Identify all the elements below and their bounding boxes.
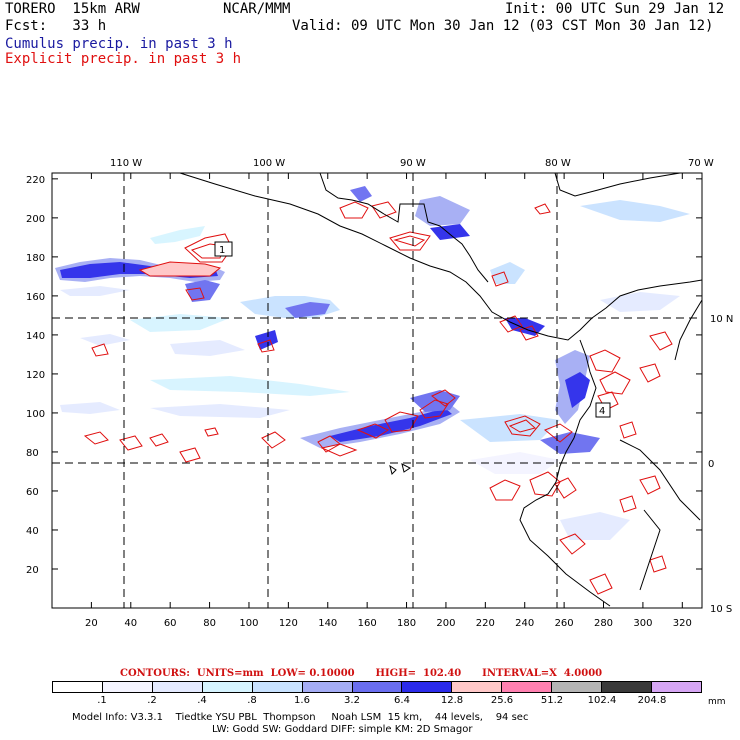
lon-label: 90 W [400, 158, 426, 169]
y-tick-label: 40 [26, 526, 39, 537]
tick-marks [52, 173, 702, 608]
lon-label: 110 W [110, 158, 142, 169]
color-legend-labels: .1 .2 .4 .8 1.6 3.2 6.4 12.8 25.6 51.2 102.4 204.8 [52, 695, 702, 707]
legend-swatch [502, 682, 553, 692]
precip-map: 1 4 110 W 100 W 90 W 80 W 70 W 10 N 0 10… [26, 158, 733, 629]
legend-label: .8 [247, 695, 257, 706]
lat-label: 10 S [710, 604, 732, 615]
legend-label: 51.2 [540, 695, 564, 706]
x-tick-label: 280 [594, 618, 613, 629]
marker-1: 1 [219, 245, 225, 256]
legend-label: 25.6 [490, 695, 514, 706]
graticule [52, 173, 702, 608]
y-tick-label: 120 [26, 370, 45, 381]
legend-swatch [652, 682, 701, 692]
legend-label: .4 [197, 695, 207, 706]
x-tick-label: 320 [673, 618, 692, 629]
x-tick-label: 120 [279, 618, 298, 629]
x-tick-label: 300 [633, 618, 652, 629]
legend-swatch [402, 682, 453, 692]
x-tick-label: 100 [239, 618, 258, 629]
cumulus-legend-label: Cumulus precip. in past 3 h [5, 36, 233, 52]
forecast-hour: Fcst: 33 h [5, 18, 107, 34]
marker-box-4 [595, 402, 611, 418]
lat-label: 0 [708, 459, 714, 470]
top-lon-labels: 110 W 100 W 90 W 80 W 70 W [110, 158, 714, 169]
right-lat-labels: 10 N 0 10 S [708, 314, 733, 615]
y-tick-label: 160 [26, 292, 45, 303]
legend-swatch [252, 682, 303, 692]
marker-4: 4 [599, 406, 605, 417]
legend-swatch [202, 682, 253, 692]
org-label: NCAR/MMM [223, 1, 291, 17]
y-tick-label: 60 [26, 487, 39, 498]
init-time: Init: 00 UTC Sun 29 Jan 12 [505, 1, 725, 17]
x-tick-label: 60 [164, 618, 177, 629]
x-tick-label: 260 [555, 618, 574, 629]
lat-label: 10 N [710, 314, 733, 325]
legend-swatch [552, 682, 603, 692]
valid-time: Valid: 09 UTC Mon 30 Jan 12 (03 CST Mon … [292, 18, 714, 34]
left-tick-labels: 220 200 180 160 140 120 100 80 60 40 20 [26, 175, 45, 576]
legend-label: .2 [147, 695, 157, 706]
legend-label: 12.8 [440, 695, 464, 706]
x-tick-label: 140 [318, 618, 337, 629]
lon-label: 100 W [253, 158, 285, 169]
x-tick-label: 40 [124, 618, 137, 629]
x-tick-label: 200 [436, 618, 455, 629]
y-tick-label: 200 [26, 214, 45, 225]
lon-label: 80 W [545, 158, 571, 169]
x-tick-label: 180 [397, 618, 416, 629]
legend-swatch [152, 682, 203, 692]
x-tick-label: 240 [515, 618, 534, 629]
legend-swatch [53, 682, 103, 692]
legend-label: 1.6 [294, 695, 310, 706]
y-tick-label: 80 [26, 448, 39, 459]
color-legend-bar [52, 681, 702, 693]
legend-swatch [602, 682, 653, 692]
lon-label: 70 W [688, 158, 714, 169]
model-title: TORERO 15km ARW [5, 1, 140, 17]
contours-info: CONTOURS: UNITS=mm LOW= 0.10000 HIGH= 10… [120, 668, 603, 679]
legend-label: 3.2 [344, 695, 360, 706]
legend-unit: mm [708, 697, 726, 707]
x-tick-label: 20 [85, 618, 98, 629]
x-tick-label: 160 [358, 618, 377, 629]
y-tick-label: 20 [26, 565, 39, 576]
axis-labels: 110 W 100 W 90 W 80 W 70 W 10 N 0 10 S 2… [26, 158, 733, 629]
station-markers: 1 4 [214, 241, 611, 418]
y-tick-label: 180 [26, 253, 45, 264]
legend-label: 204.8 [637, 695, 667, 706]
explicit-precip-contours [83, 201, 673, 595]
physics-info-line: LW: Godd SW: Goddard DIFF: simple KM: 2D… [212, 724, 473, 735]
legend-swatch [102, 682, 153, 692]
bottom-tick-labels: 20 40 60 80 100 120 140 160 180 200 220 240 260 280 30… [85, 618, 692, 629]
legend-label: .1 [97, 695, 107, 706]
x-tick-label: 80 [203, 618, 216, 629]
legend-label: 102.4 [587, 695, 617, 706]
coastlines [179, 172, 703, 607]
y-tick-label: 100 [26, 409, 45, 420]
x-tick-label: 220 [476, 618, 495, 629]
y-tick-label: 140 [26, 331, 45, 342]
legend-swatch [302, 682, 353, 692]
explicit-legend-label: Explicit precip. in past 3 h [5, 51, 242, 67]
y-tick-label: 220 [26, 175, 45, 186]
marker-box-1 [214, 241, 233, 257]
legend-label: 6.4 [394, 695, 410, 706]
legend-swatch [452, 682, 503, 692]
legend-swatch [352, 682, 403, 692]
map-frame [51, 172, 703, 609]
model-info-line: Model Info: V3.3.1 Tiedtke YSU PBL Thomp… [72, 712, 529, 723]
